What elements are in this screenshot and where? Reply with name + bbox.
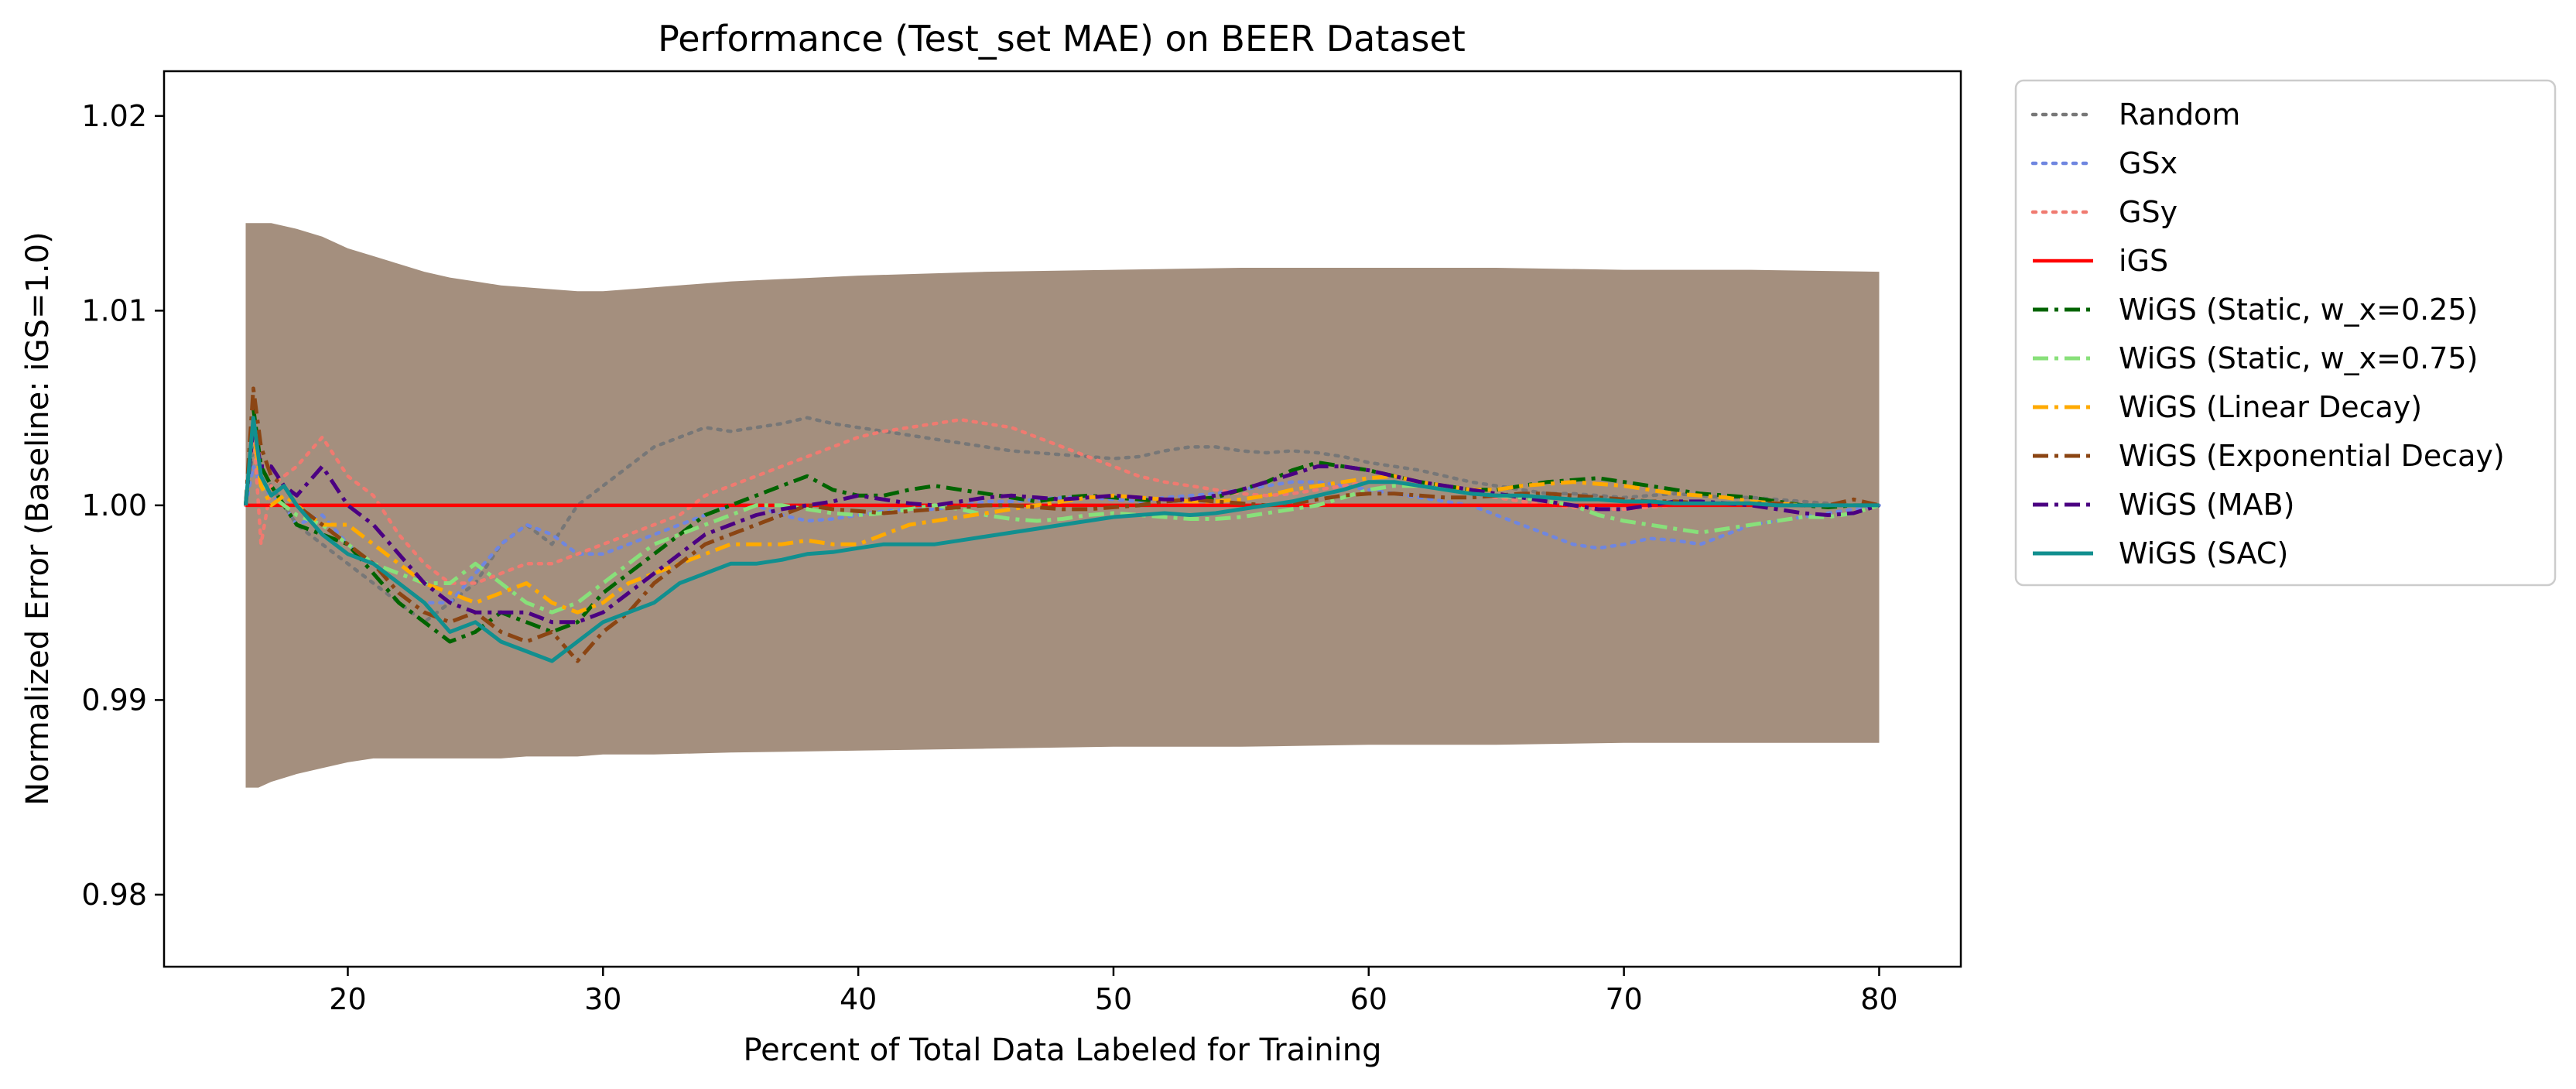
y-axis-label: Normalized Error (Baseline: iGS=1.0) [20, 231, 56, 805]
series-line-4 [244, 406, 1880, 644]
series-line-0 [244, 416, 1881, 625]
y-tick-label: 1.02 [81, 99, 147, 133]
legend-label-9: WiGS (SAC) [2119, 536, 2288, 570]
x-tick-label: 60 [1350, 982, 1387, 1016]
series-line-2 [244, 417, 1881, 585]
series-line-1 [244, 464, 1881, 604]
x-tick-label: 20 [329, 982, 366, 1016]
y-tick-label: 1.00 [81, 488, 147, 522]
chart-title: Performance (Test_set MAE) on BEER Datas… [658, 18, 1466, 60]
y-tick-label: 1.01 [81, 293, 147, 327]
legend-items: Random GSx GSy iGS WiGS (Static, w_x=0.25) Wi… [2030, 98, 2505, 570]
y-tick-label: 0.99 [81, 683, 147, 717]
legend-box [2014, 79, 2557, 587]
series-line-9 [244, 416, 1880, 663]
legend-label-0: Random [2119, 98, 2240, 132]
series-layer [244, 386, 1881, 663]
legend-label-2: GSy [2119, 195, 2177, 229]
legend-label-5: WiGS (Static, w_x=0.75) [2119, 341, 2478, 375]
series-line-6 [244, 425, 1880, 615]
plot-area-frame [162, 70, 1962, 968]
series-line-7 [244, 386, 1880, 663]
y-tick-label: 0.98 [81, 878, 147, 912]
legend-label-6: WiGS (Linear Decay) [2119, 390, 2422, 424]
x-tick-label: 30 [584, 982, 621, 1016]
legend-label-4: WiGS (Static, w_x=0.25) [2119, 293, 2478, 327]
legend-label-8: WiGS (MAB) [2119, 488, 2294, 522]
y-axis-ticks: 0.98 0.99 1.00 1.01 1.02 [81, 99, 164, 912]
x-tick-label: 70 [1605, 982, 1642, 1016]
legend-label-1: GSx [2119, 146, 2177, 180]
x-tick-label: 50 [1095, 982, 1132, 1016]
x-axis-label: Percent of Total Data Labeled for Traini… [743, 1032, 1381, 1068]
legend-label-7: WiGS (Exponential Decay) [2119, 439, 2505, 473]
legend-label-3: iGS [2119, 244, 2168, 278]
x-tick-label: 40 [840, 982, 877, 1016]
x-axis-ticks: 20 30 40 50 60 70 80 [329, 967, 1898, 1016]
series-line-5 [244, 425, 1880, 615]
series-line-8 [244, 425, 1880, 625]
legend: Random GSx GSy iGS WiGS (Static, w_x=0.25) Wi… [2014, 79, 2557, 587]
x-tick-label: 80 [1860, 982, 1897, 1016]
